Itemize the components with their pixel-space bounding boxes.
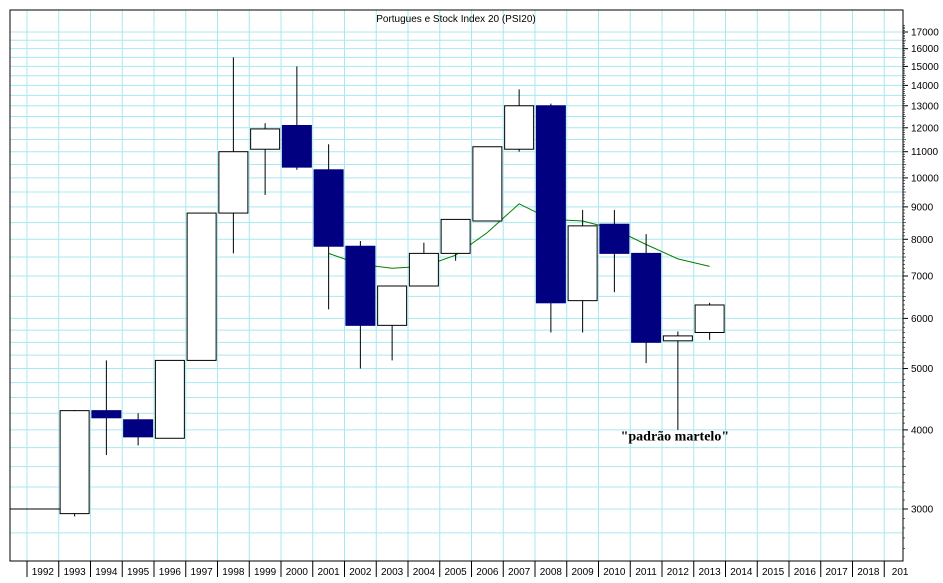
y-tick-label: 13000 [911, 101, 939, 112]
candle-body [59, 410, 90, 515]
candle-1995 [123, 413, 154, 446]
candle-body [186, 212, 217, 361]
x-tick-label: 2001 [318, 567, 341, 578]
x-tick-label: 1995 [127, 567, 150, 578]
candle-1999 [250, 123, 281, 195]
x-tick-label: 2012 [667, 567, 690, 578]
annotation-label: "padrão martelo" [621, 429, 729, 444]
candle-body [567, 225, 598, 302]
y-tick-label: 17000 [911, 28, 939, 39]
candle-body [250, 128, 281, 150]
candle-body [377, 285, 408, 326]
x-tick-label: 2003 [381, 567, 404, 578]
candle-body [631, 252, 662, 343]
candle-2000 [281, 66, 312, 170]
x-tick-label: 2007 [508, 567, 531, 578]
x-tick-label: 2002 [349, 567, 372, 578]
candle-2011 [631, 234, 662, 364]
candle-body [408, 252, 439, 287]
candle-body [218, 151, 249, 214]
candle-body [694, 304, 725, 333]
y-tick-label: 6000 [911, 314, 934, 325]
axes: 3000 4000 5000 6000 7000 8000 9000 10000 11000 12… [9, 9, 939, 578]
candle-2005 [440, 218, 471, 261]
x-tick-label: 2013 [699, 567, 722, 578]
candle-2012 [662, 331, 693, 430]
candle-1994 [91, 360, 122, 456]
candle-body [123, 419, 154, 438]
candle-2009 [567, 209, 598, 333]
candle-body [504, 105, 535, 150]
candle-1996 [154, 359, 185, 439]
candle-body [440, 218, 471, 254]
candle-body [313, 169, 344, 247]
candle-2013 [694, 302, 725, 340]
x-tick-label: 2010 [603, 567, 626, 578]
candle-body [154, 359, 185, 439]
x-tick-label: 1996 [159, 567, 182, 578]
candle-body [345, 245, 376, 326]
x-tick-label: 1998 [222, 567, 245, 578]
x-tick-label: 2005 [445, 567, 468, 578]
candle-body [91, 410, 122, 419]
x-tick-label: 2006 [476, 567, 499, 578]
candle-2010 [599, 209, 630, 293]
x-tick-label: 2018 [857, 567, 880, 578]
candle-2003 [377, 285, 408, 361]
y-tick-label: 15000 [911, 62, 939, 73]
candle-1993 [59, 410, 90, 517]
x-tick-label: 2000 [286, 567, 309, 578]
candle-2002 [345, 241, 376, 369]
y-tick-label: 5000 [911, 364, 934, 375]
x-tick-label: 2008 [540, 567, 563, 578]
x-tick-label: 2017 [826, 567, 849, 578]
x-tick-label: 1994 [95, 567, 118, 578]
candle-body [472, 146, 503, 222]
grid [10, 10, 903, 561]
x-tick-label: 2011 [635, 567, 657, 578]
x-tick-label: 1992 [32, 567, 55, 578]
candle-body [535, 105, 566, 304]
candle-2008 [535, 103, 566, 333]
y-tick-label: 16000 [911, 44, 939, 55]
x-tick-label: 2009 [572, 567, 595, 578]
x-tick-label: 1999 [254, 567, 277, 578]
candle-body [599, 223, 630, 254]
y-tick-label: 3000 [911, 505, 934, 516]
y-tick-label: 7000 [911, 272, 934, 283]
x-tick-label: 1993 [64, 567, 87, 578]
y-tick-label: 14000 [911, 81, 939, 92]
y-tick-label: 4000 [911, 425, 934, 436]
plot-border [9, 9, 904, 562]
y-tick-label: 8000 [911, 235, 934, 246]
y-tick-label: 9000 [911, 202, 934, 213]
candles-layer [10, 57, 725, 517]
candle-body [281, 124, 312, 168]
annotations-layer: "padrão martelo" [621, 429, 729, 444]
candle-2006 [472, 146, 503, 222]
chart-title: Portugues e Stock Index 20 (PSI20) [376, 14, 536, 25]
x-tick-label: 201 [892, 567, 909, 578]
candle-1998 [218, 57, 249, 254]
candle-body [662, 335, 693, 342]
x-tick-label: 2004 [413, 567, 436, 578]
candle-2001 [313, 144, 344, 310]
x-tick-label: 2016 [794, 567, 817, 578]
x-tick-label: 1997 [191, 567, 214, 578]
y-tick-label: 11000 [911, 147, 939, 158]
y-tick-label: 10000 [911, 173, 939, 184]
y-tick-label: 12000 [911, 123, 939, 134]
x-tick-label: 2015 [762, 567, 785, 578]
candle-2004 [408, 242, 439, 287]
candle-2007 [504, 89, 535, 152]
candle-1997 [186, 212, 217, 361]
x-tick-label: 2014 [730, 567, 753, 578]
